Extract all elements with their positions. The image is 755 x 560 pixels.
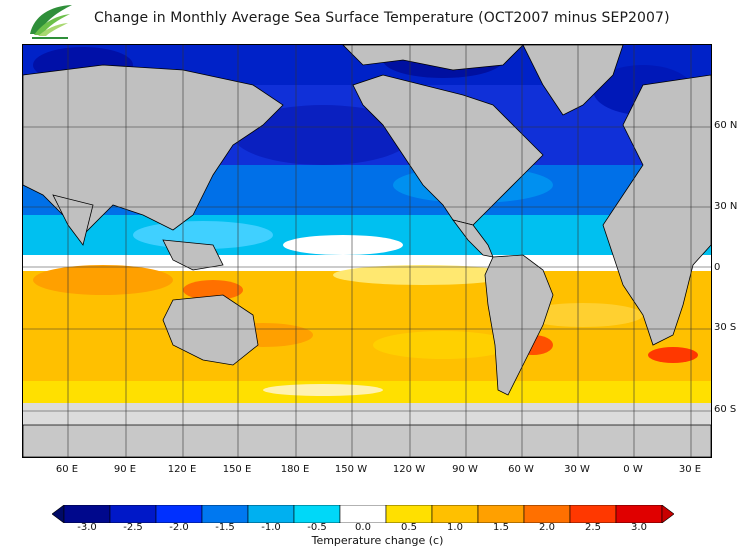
colorbar-tick-label: 3.0: [631, 522, 647, 533]
sst-map: [22, 44, 712, 458]
colorbar-segment: [569, 505, 617, 523]
colorbar-high-arrow: [661, 505, 674, 523]
maritime-continent: [162, 239, 224, 271]
lat-lon-grid: [23, 45, 711, 457]
lon-label-0w: 0 W: [623, 464, 643, 475]
lon-label-180e: 180 E: [280, 464, 310, 475]
lat-label-30s: 30 S: [714, 322, 737, 333]
colorbar-segment: [385, 505, 433, 523]
lat-label-60n: 60 N: [714, 120, 738, 131]
lat-label-0: 0: [714, 262, 721, 273]
antarctica: [23, 424, 711, 457]
colorbar-tick-label: -2.5: [123, 522, 143, 533]
lon-label-60w: 60 W: [508, 464, 534, 475]
colorbar-title: Temperature change (c): [311, 534, 444, 547]
lon-label-90w: 90 W: [452, 464, 478, 475]
colorbar-segment: [109, 505, 157, 523]
colorbar-tick-label: 0.0: [355, 522, 371, 533]
colorbar-segment: [201, 505, 249, 523]
lon-label-120e: 120 E: [167, 464, 197, 475]
lon-label-30w: 30 W: [564, 464, 590, 475]
lon-label-150e: 150 E: [222, 464, 252, 475]
colorbar-segment: [247, 505, 295, 523]
colorbar-tick-label: -2.0: [169, 522, 189, 533]
colorbar-tick-label: 0.5: [401, 522, 417, 533]
chart-title: Change in Monthly Average Sea Surface Te…: [94, 10, 670, 26]
australia: [162, 294, 259, 366]
colorbar-tick-label: 1.5: [493, 522, 509, 533]
map-canvas: [23, 45, 711, 457]
south-america: [484, 254, 554, 396]
lat-label-60s: 60 S: [714, 404, 737, 415]
colorbar-segment: [477, 505, 525, 523]
asia: [23, 64, 284, 236]
colorbar-segment: [339, 505, 387, 523]
colorbar-segment: [155, 505, 203, 523]
india: [52, 194, 94, 246]
lon-label-150w: 150 W: [334, 464, 368, 475]
colorbar-tick-label: 1.0: [447, 522, 463, 533]
arctic-land: [342, 45, 524, 71]
colorbar-low-arrow: [52, 505, 65, 523]
colorbar-tick-label: -1.0: [261, 522, 281, 533]
colorbar-segment: [431, 505, 479, 523]
lon-label-30e: 30 E: [678, 464, 702, 475]
organization-logo: [30, 5, 72, 39]
colorbar-segment: [293, 505, 341, 523]
colorbar-tick-label: 2.0: [539, 522, 555, 533]
colorbar: [52, 505, 674, 523]
colorbar-tick-label: -0.5: [307, 522, 327, 533]
colorbar-segment: [523, 505, 571, 523]
europe-africa: [602, 74, 711, 346]
lon-label-60e: 60 E: [55, 464, 79, 475]
colorbar-tick-label: -1.5: [215, 522, 235, 533]
greenland: [522, 45, 624, 116]
colorbar-tick-label: 2.5: [585, 522, 601, 533]
lon-label-90e: 90 E: [113, 464, 137, 475]
lat-label-30n: 30 N: [714, 201, 738, 212]
landmasses: [23, 45, 711, 457]
colorbar-tick-label: -3.0: [77, 522, 97, 533]
north-america: [352, 74, 544, 226]
colorbar-segment: [615, 505, 663, 523]
colorbar-segment: [63, 505, 111, 523]
lon-label-120w: 120 W: [392, 464, 426, 475]
